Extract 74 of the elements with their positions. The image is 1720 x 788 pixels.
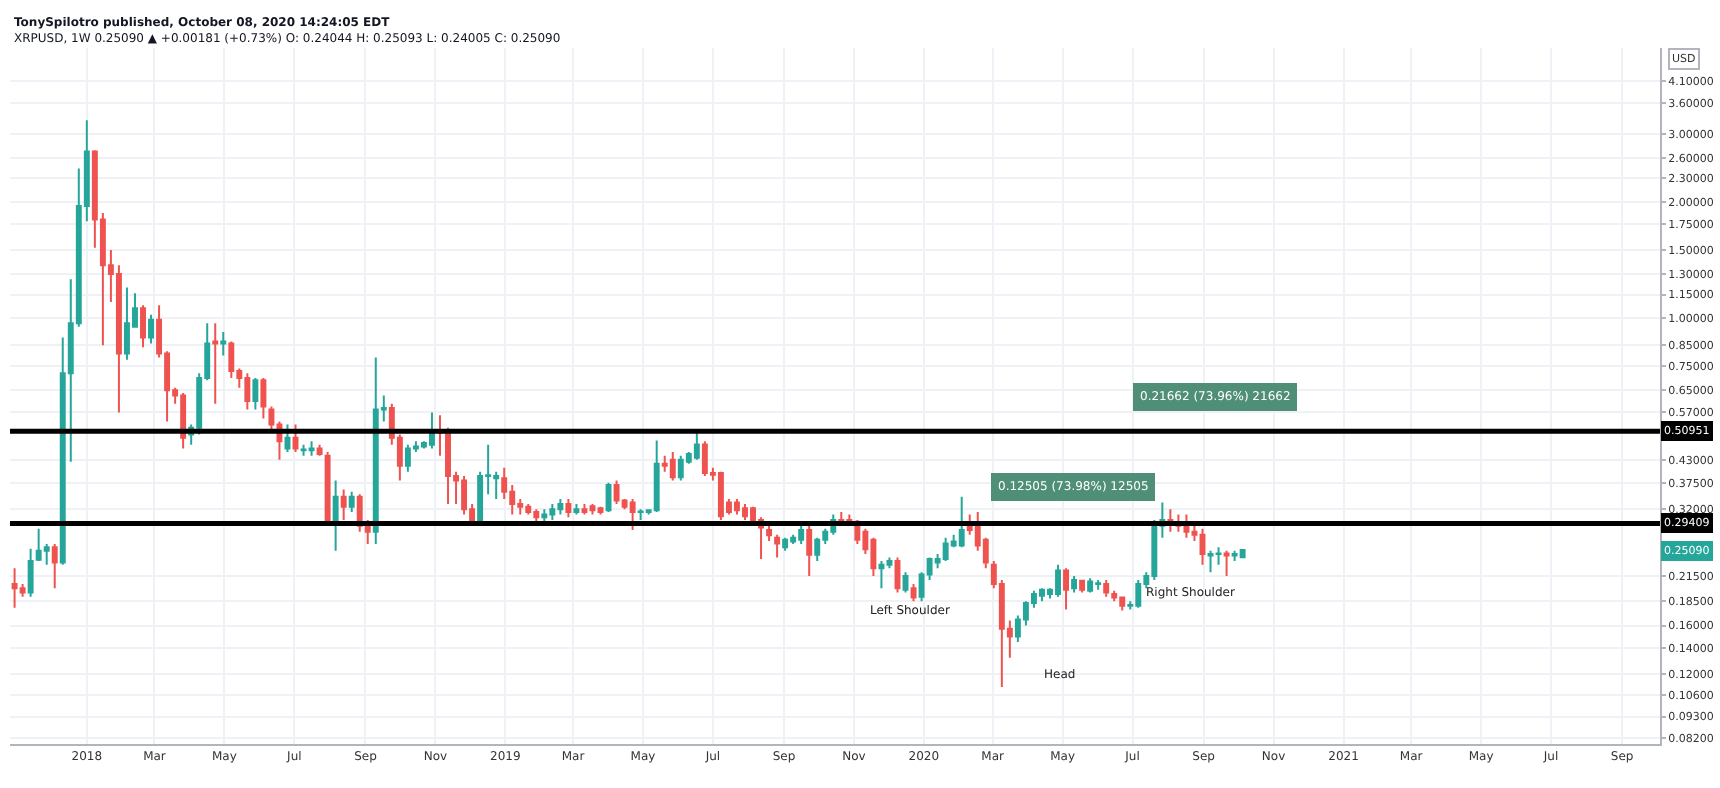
candlestick [252, 376, 259, 411]
candlestick [549, 503, 556, 522]
candlestick [1119, 595, 1126, 612]
candlestick [1231, 549, 1238, 563]
candlestick [1079, 578, 1086, 594]
candlestick [1071, 575, 1078, 594]
candlestick [734, 498, 740, 516]
candlestick [589, 503, 596, 516]
candlestick [581, 503, 588, 516]
candlestick [140, 304, 146, 349]
candlestick [1039, 587, 1045, 603]
candlestick [260, 376, 267, 420]
candlestick [653, 439, 660, 513]
candlestick [605, 481, 612, 513]
candlestick [300, 443, 307, 457]
candlestick [774, 533, 781, 559]
candlestick [677, 454, 684, 482]
candlestick [878, 560, 885, 590]
candlestick [661, 454, 668, 473]
candlestick [220, 331, 227, 357]
candlestick [573, 503, 580, 516]
candlestick [806, 524, 813, 577]
candlestick [790, 533, 797, 546]
candlestick [316, 443, 323, 457]
candlestick [613, 479, 620, 506]
candlestick [870, 536, 877, 577]
candlestick [1207, 549, 1214, 574]
candlestick [557, 498, 564, 516]
candlestick [1095, 578, 1102, 591]
candlestick [1103, 578, 1110, 598]
candlestick [461, 475, 468, 516]
candlestick [11, 567, 18, 609]
candlestick [180, 391, 187, 450]
candlestick [1183, 513, 1190, 539]
candlestick [1055, 563, 1061, 598]
candlestick [782, 536, 789, 552]
candlestick [437, 414, 443, 457]
candlestick [1199, 527, 1206, 566]
candlestick [629, 498, 636, 531]
candlestick [717, 470, 724, 522]
candlestick [637, 508, 644, 522]
candlestick [1063, 567, 1070, 611]
candlestick [1087, 577, 1094, 594]
candlestick [798, 524, 805, 546]
candlestick [541, 508, 548, 527]
candlestick [212, 322, 219, 405]
candlestick [340, 488, 347, 522]
candlestick [51, 543, 58, 590]
candlestick [565, 498, 572, 519]
candlestick [742, 503, 748, 522]
candlestick [1223, 549, 1230, 577]
candlestick [1135, 578, 1142, 609]
candlestick [1215, 546, 1222, 566]
candlestick [404, 443, 411, 473]
candlestick [332, 479, 339, 552]
candlestick [766, 524, 773, 542]
candlestick [123, 286, 130, 361]
candlestick [1111, 589, 1118, 603]
candlestick [148, 313, 154, 345]
candlestick [958, 495, 965, 549]
candlestick [942, 536, 949, 563]
candlestick [372, 356, 379, 546]
candlestick [693, 430, 700, 461]
candlestick [669, 451, 676, 482]
candlestick [533, 508, 540, 527]
candlestick [308, 440, 315, 457]
candlestick [701, 440, 708, 478]
candlestick [814, 536, 821, 563]
candlestick [525, 503, 532, 516]
candlestick [910, 583, 917, 603]
candlestick [244, 372, 251, 411]
candlestick [1239, 549, 1246, 559]
candlestick [324, 451, 331, 527]
candlestick [348, 490, 355, 513]
